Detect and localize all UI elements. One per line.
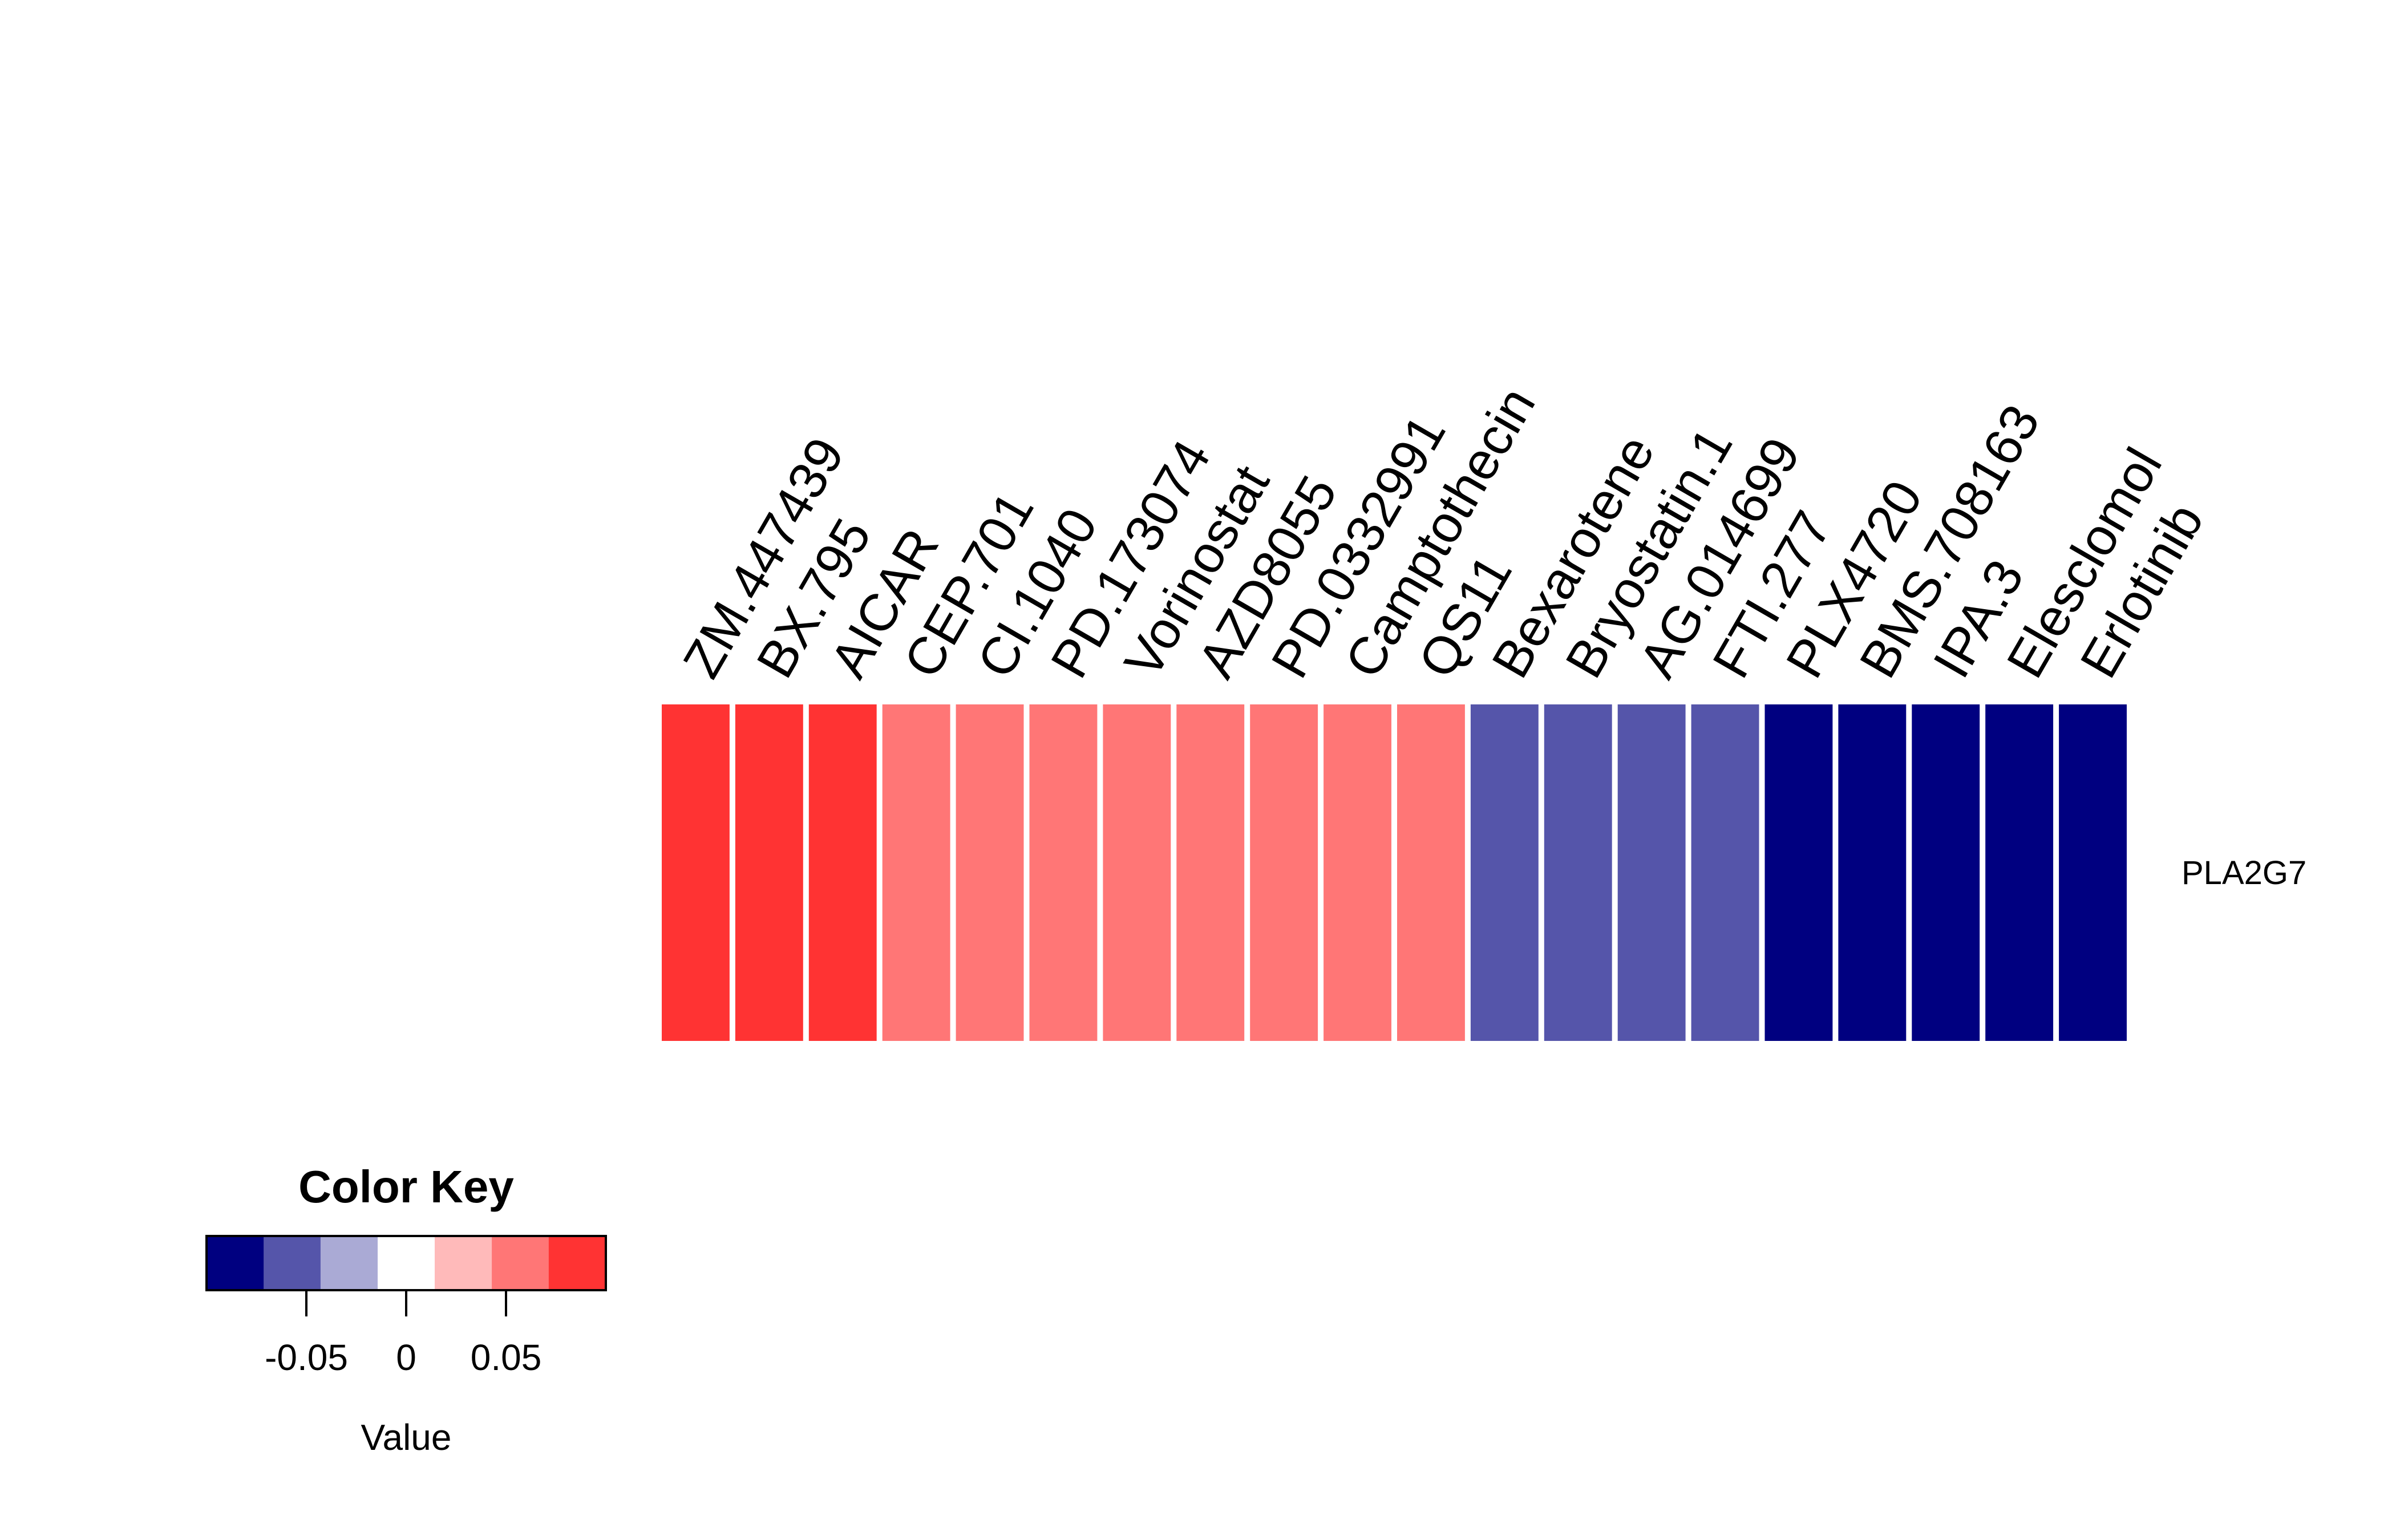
color-key-bin (548, 1236, 606, 1290)
heatmap-cell (1103, 704, 1171, 1041)
heatmap-cell (956, 704, 1024, 1041)
color-key-tick-label: 0.05 (471, 1337, 542, 1378)
color-key-ticks: -0.05 0 0.05 (265, 1290, 541, 1378)
heatmap-cell (1470, 704, 1539, 1041)
color-key-bin (207, 1236, 264, 1290)
color-key-bin (435, 1236, 492, 1290)
heatmap-cell (1617, 704, 1686, 1041)
color-key-bin (264, 1236, 321, 1290)
heatmap-cell (1691, 704, 1759, 1041)
color-key-bins (207, 1236, 606, 1290)
color-key: Color Key -0.05 0 0.05 Value (205, 1161, 607, 1458)
heatmap-cell (1764, 704, 1833, 1041)
color-key-axis-label: Value (361, 1417, 452, 1458)
heatmap-cells (662, 704, 2127, 1041)
heatmap-cell (735, 704, 803, 1041)
heatmap-cell (1397, 704, 1465, 1041)
color-key-tick-label: -0.05 (265, 1337, 348, 1378)
color-key-title: Color Key (298, 1161, 514, 1212)
heatmap-cell (662, 704, 730, 1041)
heatmap-cell (808, 704, 877, 1041)
heatmap-cell (1324, 704, 1391, 1041)
heatmap-cell (1250, 704, 1318, 1041)
heatmap-cell (1544, 704, 1612, 1041)
heatmap-cell (1029, 704, 1098, 1041)
color-key-bin (378, 1236, 435, 1290)
heatmap-cell (882, 704, 950, 1041)
color-key-bin (320, 1236, 378, 1290)
row-label: PLA2G7 (2182, 854, 2306, 891)
heatmap-cell (1912, 704, 1980, 1041)
row-labels: PLA2G7 (2182, 854, 2306, 891)
color-key-bin (492, 1236, 549, 1290)
heatmap-cell (1985, 704, 2054, 1041)
heatmap-cell (1176, 704, 1245, 1041)
column-labels: ZM.447439BX.795AICARCEP.701CI.1040PD.173… (672, 378, 2215, 687)
heatmap-cell (2059, 704, 2127, 1041)
color-key-tick-label: 0 (396, 1337, 416, 1378)
heatmap-cell (1838, 704, 1907, 1041)
